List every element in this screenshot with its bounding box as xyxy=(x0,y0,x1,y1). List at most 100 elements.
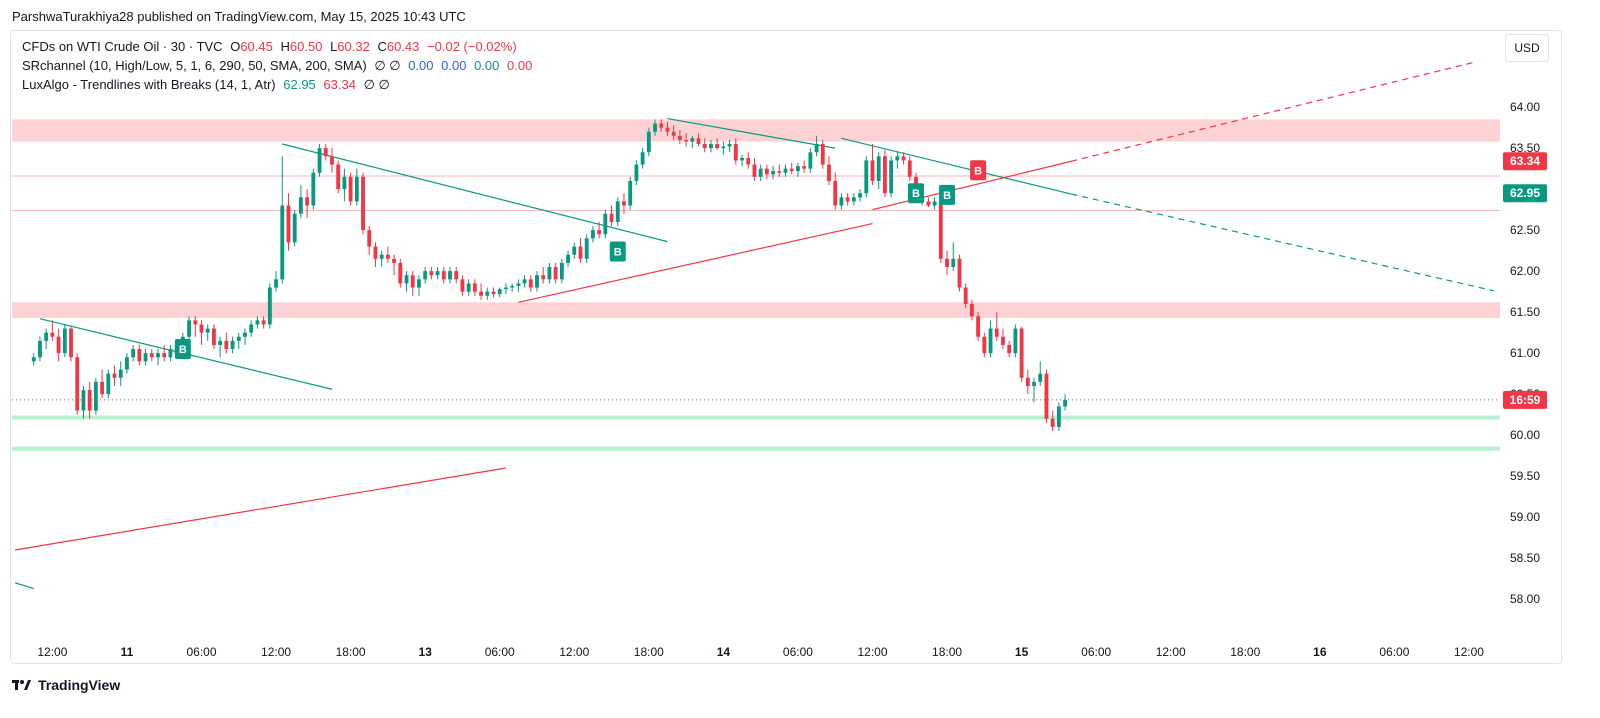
candle-body-164 xyxy=(1050,418,1055,427)
currency-button[interactable]: USD xyxy=(1505,34,1549,62)
candle-body-75 xyxy=(497,289,502,295)
candle-body-62 xyxy=(417,279,421,288)
candle-body-71 xyxy=(472,283,477,292)
candle-body-53 xyxy=(361,176,365,231)
candle-body-33 xyxy=(236,336,241,341)
candle-body-123 xyxy=(796,166,800,172)
price-axis: 64.0063.5062.5062.0061.5061.0060.5060.00… xyxy=(1510,100,1540,606)
srchannel-flags: ∅ ∅ xyxy=(374,58,401,73)
candle-body-60 xyxy=(404,275,409,284)
sr-zones xyxy=(12,119,1500,451)
candle-body-84 xyxy=(553,267,558,280)
srchannel-value-3: 0.00 xyxy=(474,58,500,73)
x-tick-label-13: 15 xyxy=(1015,645,1029,659)
candle-body-19 xyxy=(149,353,154,358)
candle-body-40 xyxy=(280,205,285,280)
candle-body-34 xyxy=(243,332,247,337)
candle-body-137 xyxy=(882,156,887,194)
trendline-3 xyxy=(841,137,1072,195)
x-tick-label-17: 16 xyxy=(1313,645,1327,659)
x-tick-label-3: 12:00 xyxy=(261,645,291,659)
legend-srchannel-row[interactable]: SRchannel (10, High/Low, 5, 1, 6, 290, 5… xyxy=(22,58,536,74)
candle-body-12 xyxy=(106,373,111,395)
y-tick-label-10: 58.50 xyxy=(1510,551,1540,565)
break-signal-0: B xyxy=(174,339,191,360)
candle-body-3 xyxy=(50,332,55,337)
price-tag-label-1: 62.95 xyxy=(1510,186,1540,200)
luxalgo-flags: ∅ ∅ xyxy=(363,77,390,92)
candle-body-151 xyxy=(969,303,974,317)
candle-body-17 xyxy=(137,349,142,362)
candle-body-158 xyxy=(1013,328,1018,354)
candle-body-18 xyxy=(143,353,148,362)
candle-body-4 xyxy=(56,336,61,354)
x-tick-label-6: 06:00 xyxy=(485,645,515,659)
price-tag-1: 62.95 xyxy=(1503,184,1547,203)
candle-body-31 xyxy=(224,340,229,350)
candle-body-107 xyxy=(696,138,701,145)
candle-body-93 xyxy=(609,213,614,222)
candle-body-119 xyxy=(771,171,776,175)
candle-body-58 xyxy=(392,258,397,263)
chart-frame xyxy=(10,30,1562,664)
y-tick-label-3: 62.00 xyxy=(1510,264,1540,278)
candle-body-54 xyxy=(367,230,372,247)
candle-body-130 xyxy=(839,197,844,206)
candle-body-149 xyxy=(957,258,962,288)
close-label: C xyxy=(377,39,387,54)
x-tick-label-15: 12:00 xyxy=(1156,645,1186,659)
candle-body-88 xyxy=(578,246,583,259)
x-tick-label-19: 12:00 xyxy=(1454,645,1484,659)
candle-body-102 xyxy=(665,127,670,132)
tradingview-logo[interactable]: TradingView xyxy=(12,677,120,693)
candle-body-125 xyxy=(808,152,813,169)
candles xyxy=(31,119,1068,432)
candle-body-16 xyxy=(131,349,136,358)
break-signal-label-1: B xyxy=(614,246,622,258)
candle-body-65 xyxy=(435,271,440,276)
candle-body-46 xyxy=(317,148,322,173)
candle-body-76 xyxy=(504,287,508,290)
candle-body-96 xyxy=(628,180,633,206)
break-signal-2: B xyxy=(907,183,924,204)
srchannel-value-4: 0.00 xyxy=(507,58,533,73)
candle-body-51 xyxy=(348,176,353,202)
candle-body-95 xyxy=(622,201,626,206)
candle-body-92 xyxy=(603,213,608,235)
candle-body-22 xyxy=(168,349,173,358)
candle-body-2 xyxy=(44,332,49,341)
break-signal-label-2: B xyxy=(912,188,920,200)
trendline-2 xyxy=(667,117,836,149)
candle-body-20 xyxy=(156,353,160,358)
x-tick-label-11: 12:00 xyxy=(857,645,887,659)
y-tick-label-1: 63.50 xyxy=(1510,141,1540,155)
candle-body-156 xyxy=(1001,336,1005,345)
candle-body-30 xyxy=(218,340,223,345)
sr-zone-3 xyxy=(12,446,1500,451)
candle-body-126 xyxy=(814,144,819,153)
candle-body-150 xyxy=(963,287,968,304)
x-tick-label-18: 06:00 xyxy=(1379,645,1409,659)
candle-body-41 xyxy=(286,205,291,243)
candle-body-55 xyxy=(373,246,378,259)
sr-zone-2 xyxy=(12,415,1500,420)
legend-symbol-row[interactable]: CFDs on WTI Crude Oil · 30 · TVC O60.45 … xyxy=(22,39,521,54)
candle-body-87 xyxy=(572,246,577,255)
high-label: H xyxy=(280,39,290,54)
candle-body-8 xyxy=(81,390,86,411)
candle-body-114 xyxy=(740,157,744,161)
candle-body-57 xyxy=(385,254,390,259)
candle-body-61 xyxy=(410,275,415,288)
legend-luxalgo-row[interactable]: LuxAlgo - Trendlines with Breaks (14, 1,… xyxy=(22,77,394,93)
candle-body-81 xyxy=(535,275,539,288)
candle-body-144 xyxy=(926,201,931,206)
candle-body-77 xyxy=(510,285,515,288)
break-signals: B B B B B xyxy=(174,160,987,360)
candle-body-28 xyxy=(205,328,210,333)
candle-body-69 xyxy=(460,279,465,292)
candle-body-140 xyxy=(901,156,906,161)
candle-body-163 xyxy=(1044,373,1049,419)
x-tick-label-9: 14 xyxy=(717,645,731,659)
y-tick-label-9: 59.00 xyxy=(1510,510,1540,524)
